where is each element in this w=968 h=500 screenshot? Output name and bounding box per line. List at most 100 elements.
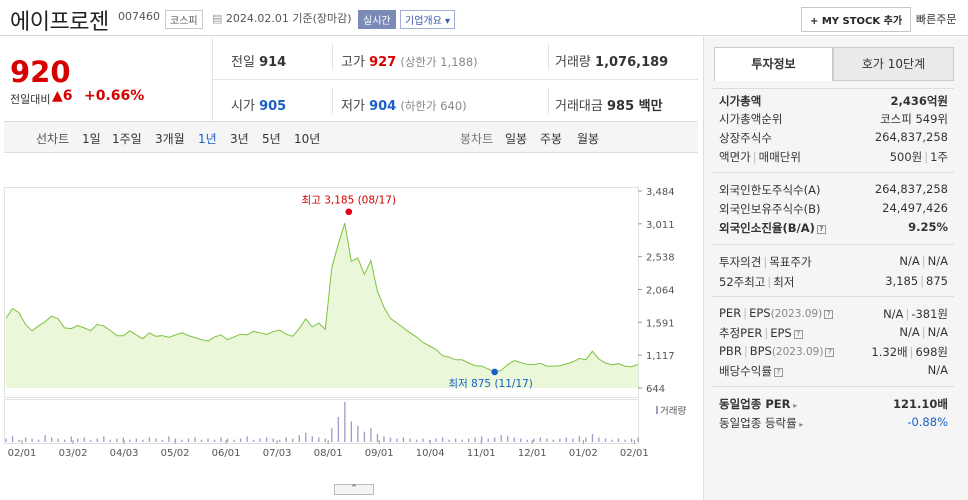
x-tick-label: 06/01 [212, 448, 241, 459]
volume-bar [57, 438, 59, 442]
volume-bar [494, 437, 496, 442]
company-overview-dropdown[interactable]: 기업개요 ▾ [400, 10, 456, 29]
sector-change-label[interactable]: 동일업종 등락률 [719, 416, 797, 430]
foreign-hold-value: 24,497,426 [882, 201, 948, 215]
volume-bar [96, 438, 98, 442]
w52-row: 52주최고 | 최저 3,185 | 875 [719, 274, 948, 289]
volume-bar [70, 436, 72, 442]
pbr-row: PBR | BPS(2023.09)? 1.32배 | 698원 [719, 344, 948, 359]
investment-panel [703, 37, 968, 500]
unit-value: 1주 [930, 150, 948, 164]
stock-code: 007460 [118, 10, 160, 23]
per-label: PER [719, 306, 742, 320]
change-percent: +0.66% [84, 88, 145, 104]
divider [712, 386, 954, 387]
volume-bar [428, 439, 431, 442]
quick-order-link[interactable]: 빠른주문 [916, 13, 957, 26]
volume-bar [213, 439, 216, 442]
volume-bar [5, 438, 7, 442]
x-tick-label: 11/01 [467, 448, 496, 459]
dividend-value: N/A [927, 363, 948, 377]
tab-weekly-candle[interactable]: 주봉 [540, 132, 563, 146]
est-eps-label: EPS [770, 326, 792, 340]
tab-5y[interactable]: 5년 [262, 132, 281, 146]
shares-value: 264,837,258 [874, 130, 948, 144]
volume-bar [520, 438, 522, 442]
add-mystock-button[interactable]: + MY STOCK 추가 [801, 7, 912, 32]
open-label: 시가 [231, 99, 255, 114]
opinion-row: 투자의견 | 목표주가 N/A | N/A [719, 254, 948, 269]
volume-bar [409, 438, 411, 442]
volume-bar [37, 439, 40, 442]
volume-bar [572, 438, 574, 442]
par-value: 500원 [889, 150, 923, 164]
pbr-label: PBR [719, 344, 742, 358]
tab-daily-candle[interactable]: 일봉 [505, 132, 528, 146]
change-value: 6 [62, 88, 73, 104]
up-triangle-icon: ▲ [52, 88, 63, 104]
prev-close: 전일 914 [231, 51, 286, 70]
volume-bar [298, 435, 300, 442]
volume-bar [591, 434, 594, 442]
help-icon[interactable]: ? [793, 330, 803, 339]
help-icon[interactable]: ? [824, 310, 834, 319]
tab-3m[interactable]: 3개월 [155, 132, 185, 146]
volume-bar [487, 438, 489, 442]
unit-label: 매매단위 [758, 150, 801, 164]
volume-axis-label: 거래량 [660, 405, 686, 417]
date-text: 2024.02.01 [225, 12, 289, 25]
foreign-ratio-row: 외국인소진율(B/A)? 9.25% [719, 220, 948, 236]
tab-1y[interactable]: 1년 [198, 132, 217, 146]
foreign-limit-label: 외국인한도주식수(A) [719, 183, 821, 197]
shares-label: 상장주식수 [719, 131, 772, 145]
y-tick-label: 3,484 [646, 187, 675, 198]
candle-chart-label: 봉차트 [460, 132, 494, 146]
dividend-label: 배당수익률 [719, 364, 772, 378]
price-line [5, 223, 639, 373]
realtime-button[interactable]: 실시간 [358, 10, 396, 29]
volume-bar [292, 438, 294, 442]
x-tick-label: 04/03 [110, 448, 139, 459]
divider [712, 88, 954, 89]
expand-chart-button[interactable]: ⌃ [334, 484, 374, 495]
volume-bar [174, 438, 177, 442]
help-icon[interactable]: ? [825, 348, 835, 357]
help-icon[interactable]: ? [816, 225, 826, 234]
divider [712, 244, 954, 245]
volume-bar [266, 437, 268, 442]
volume-bar [415, 439, 418, 442]
x-tick-label: 02/01 [8, 448, 37, 459]
x-tick-label: 10/04 [416, 448, 445, 459]
volume-bar [207, 438, 209, 442]
tab-10y[interactable]: 10년 [294, 132, 321, 146]
y-tick-label: 1,591 [646, 318, 675, 329]
foreign-ratio-label: 외국인소진율(B/A) [719, 221, 815, 235]
price-chart[interactable]: 3,484 3,011 2,538 2,064 1,591 1,117 644 02/01 0… [4, 155, 698, 500]
tab-3y[interactable]: 3년 [230, 132, 249, 146]
high-value: 927 [369, 55, 397, 70]
volume-bar [122, 437, 124, 442]
compare-label: 전일대비 [10, 93, 51, 106]
volume-bar [259, 438, 261, 442]
x-tick-label: 05/02 [161, 448, 190, 459]
volume-bar [103, 436, 105, 442]
price-area [6, 223, 638, 388]
help-icon[interactable]: ? [773, 368, 783, 377]
divider [212, 79, 698, 80]
y-tick-label: 1,117 [646, 351, 675, 362]
x-tick-label: 07/03 [263, 448, 292, 459]
sector-change-value: -0.88% [907, 415, 948, 429]
low-label: 최저 875 (11/17) [448, 378, 533, 390]
volume-bar [350, 421, 353, 442]
low-label: 저가 [341, 99, 365, 114]
tab-orderbook[interactable]: 호가 10단계 [833, 47, 954, 81]
tab-monthly-candle[interactable]: 월봉 [577, 132, 600, 146]
tab-1w[interactable]: 1주일 [112, 132, 142, 146]
volume-bar [448, 439, 450, 442]
sector-per-label[interactable]: 동일업종 PER [719, 397, 791, 411]
volume-bar [77, 438, 79, 442]
tab-1d[interactable]: 1일 [82, 132, 101, 146]
par-row: 액면가 | 매매단위 500원 | 1주 [719, 150, 948, 164]
foreign-limit-row: 외국인한도주식수(A) 264,837,258 [719, 182, 948, 198]
tab-invest-info[interactable]: 투자정보 [714, 47, 833, 81]
